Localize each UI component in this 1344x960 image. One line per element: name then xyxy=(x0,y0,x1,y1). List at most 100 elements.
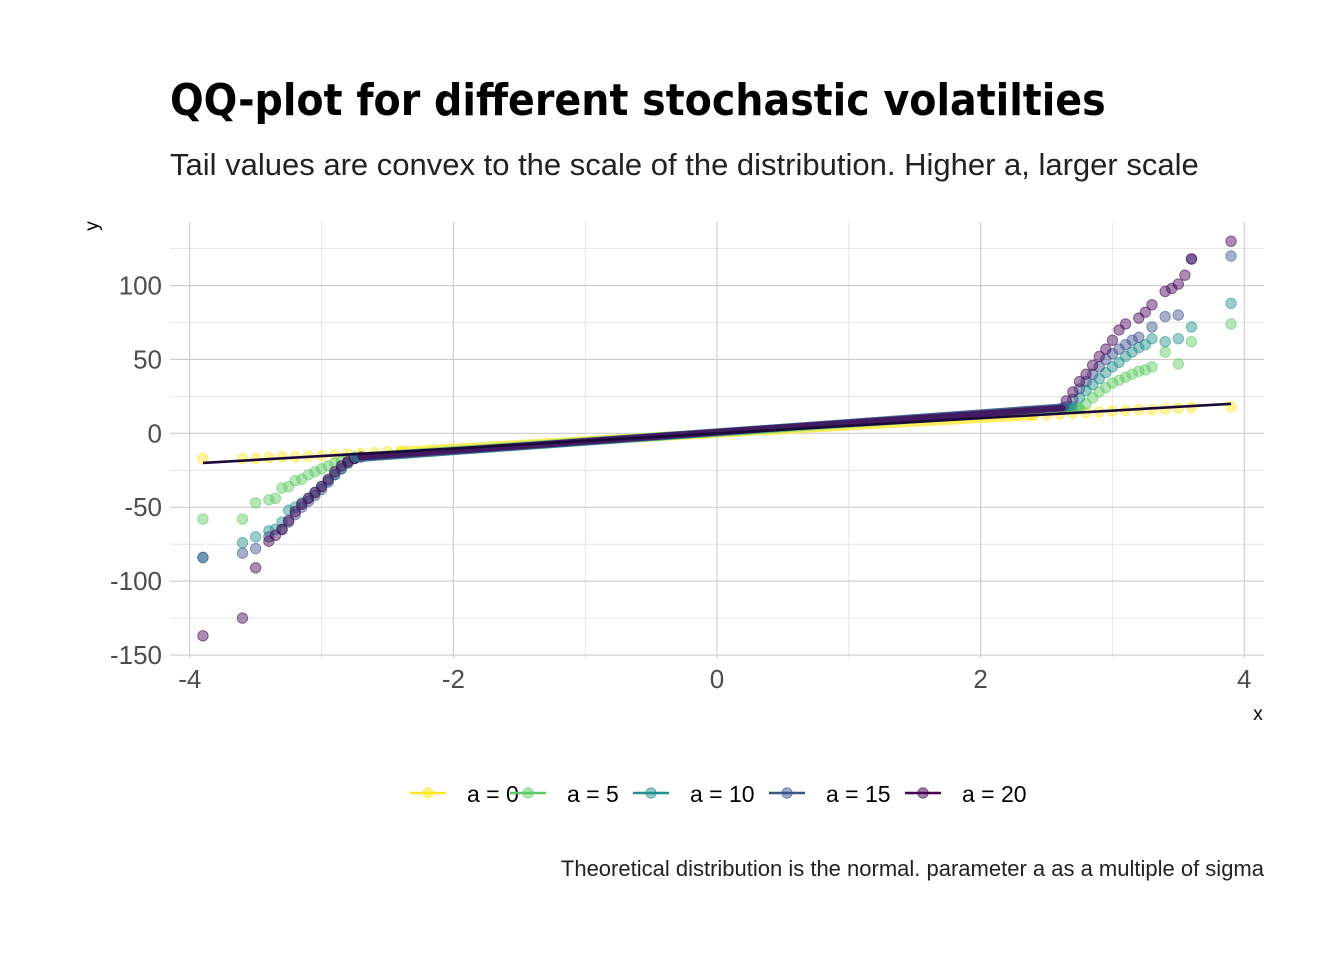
legend-label: a = 10 xyxy=(690,781,755,807)
data-point xyxy=(1172,309,1185,321)
data-point xyxy=(236,547,249,559)
data-point xyxy=(236,537,249,549)
legend-key-point xyxy=(781,787,793,799)
data-point xyxy=(282,514,295,527)
data-point xyxy=(1172,358,1185,370)
y-axis-title: y xyxy=(82,221,103,231)
y-tick-label: -50 xyxy=(124,492,162,522)
data-point xyxy=(1067,386,1079,398)
y-tick-labels: -150 -100 -50 0 50 100 xyxy=(110,271,162,670)
data-point xyxy=(296,473,308,485)
data-point xyxy=(236,612,249,624)
data-point xyxy=(1126,334,1138,346)
data-point xyxy=(322,476,334,488)
y-tick-label: 100 xyxy=(119,271,162,301)
chart-subtitle: Tail values are convex to the scale of t… xyxy=(170,147,1199,182)
legend-key-point xyxy=(917,787,929,799)
chart-caption: Theoretical distribution is the normal. … xyxy=(561,856,1265,881)
data-point xyxy=(1146,321,1158,333)
data-point xyxy=(1093,386,1105,398)
grid xyxy=(170,222,1264,658)
data-point xyxy=(1185,336,1198,348)
data-point xyxy=(1106,347,1119,360)
data-point xyxy=(263,494,275,506)
data-point xyxy=(315,483,328,496)
legend-item: a = 20 xyxy=(905,781,1027,807)
data-point xyxy=(1159,336,1171,348)
x-axis-title: x xyxy=(1253,704,1263,725)
data-point xyxy=(1100,343,1112,355)
chart-title: QQ-plot for different stochastic volatil… xyxy=(170,75,1106,126)
data-point xyxy=(1119,350,1132,363)
data-point xyxy=(1159,310,1171,323)
data-point xyxy=(1073,375,1086,388)
data-point xyxy=(1139,364,1152,376)
data-point xyxy=(263,531,275,543)
data-point xyxy=(1225,297,1237,309)
data-point xyxy=(1119,318,1132,330)
legend-key-point xyxy=(522,787,534,799)
data-point xyxy=(1133,365,1145,377)
data-point xyxy=(269,492,282,505)
data-point xyxy=(1086,359,1099,372)
data-point xyxy=(197,551,209,564)
data-point xyxy=(1093,350,1105,363)
data-point xyxy=(1106,334,1119,346)
data-point xyxy=(1119,338,1132,351)
data-point xyxy=(1119,371,1132,383)
data-point xyxy=(315,463,328,475)
data-point xyxy=(249,542,262,555)
data-point xyxy=(289,474,301,487)
data-point xyxy=(1159,346,1171,358)
data-point xyxy=(1185,253,1198,265)
data-point xyxy=(1126,368,1138,380)
data-point xyxy=(1166,282,1178,295)
data-point xyxy=(236,513,249,525)
data-point xyxy=(1146,333,1158,345)
data-point xyxy=(309,466,321,478)
data-point xyxy=(1139,306,1152,318)
data-point xyxy=(249,531,262,543)
reference-line xyxy=(202,402,1232,465)
data-point xyxy=(197,452,209,465)
data-point xyxy=(1100,381,1112,394)
data-point xyxy=(1146,361,1158,373)
data-point xyxy=(1179,269,1191,281)
legend: a = 0 a = 5 a = 10 a = 15 a = 20 xyxy=(410,781,1027,807)
y-tick-label: 0 xyxy=(148,418,162,448)
data-point xyxy=(315,480,328,493)
y-tick-label: -150 xyxy=(110,640,162,670)
legend-item: a = 10 xyxy=(633,781,755,807)
data-point xyxy=(1172,278,1185,290)
x-tick-label: 0 xyxy=(710,664,724,694)
x-tick-label: -4 xyxy=(178,664,201,694)
data-point xyxy=(1159,285,1171,298)
data-point xyxy=(1133,331,1145,343)
data-point xyxy=(335,460,348,472)
legend-item: a = 5 xyxy=(510,781,619,807)
data-point xyxy=(1225,250,1237,262)
legend-label: a = 5 xyxy=(567,781,619,807)
data-point xyxy=(249,562,262,574)
data-point xyxy=(276,523,288,536)
legend-key-point xyxy=(645,787,657,799)
data-point xyxy=(197,513,209,525)
data-point xyxy=(1126,346,1138,358)
data-point xyxy=(289,505,301,518)
legend-label: a = 20 xyxy=(962,781,1027,807)
data-point xyxy=(1172,333,1185,345)
data-point xyxy=(1225,235,1237,247)
data-point xyxy=(1146,299,1158,311)
reference-line-segment xyxy=(202,402,1232,465)
data-point xyxy=(1113,374,1125,386)
y-tick-label: -100 xyxy=(110,566,162,596)
x-tick-label: 4 xyxy=(1237,664,1251,694)
legend-label: a = 15 xyxy=(826,781,891,807)
x-tick-labels: -4 -2 0 2 4 xyxy=(178,664,1251,694)
data-point xyxy=(249,497,262,509)
data-point xyxy=(1185,321,1198,333)
legend-item: a = 15 xyxy=(769,781,891,807)
data-point xyxy=(1106,377,1119,389)
data-point xyxy=(1113,343,1125,355)
